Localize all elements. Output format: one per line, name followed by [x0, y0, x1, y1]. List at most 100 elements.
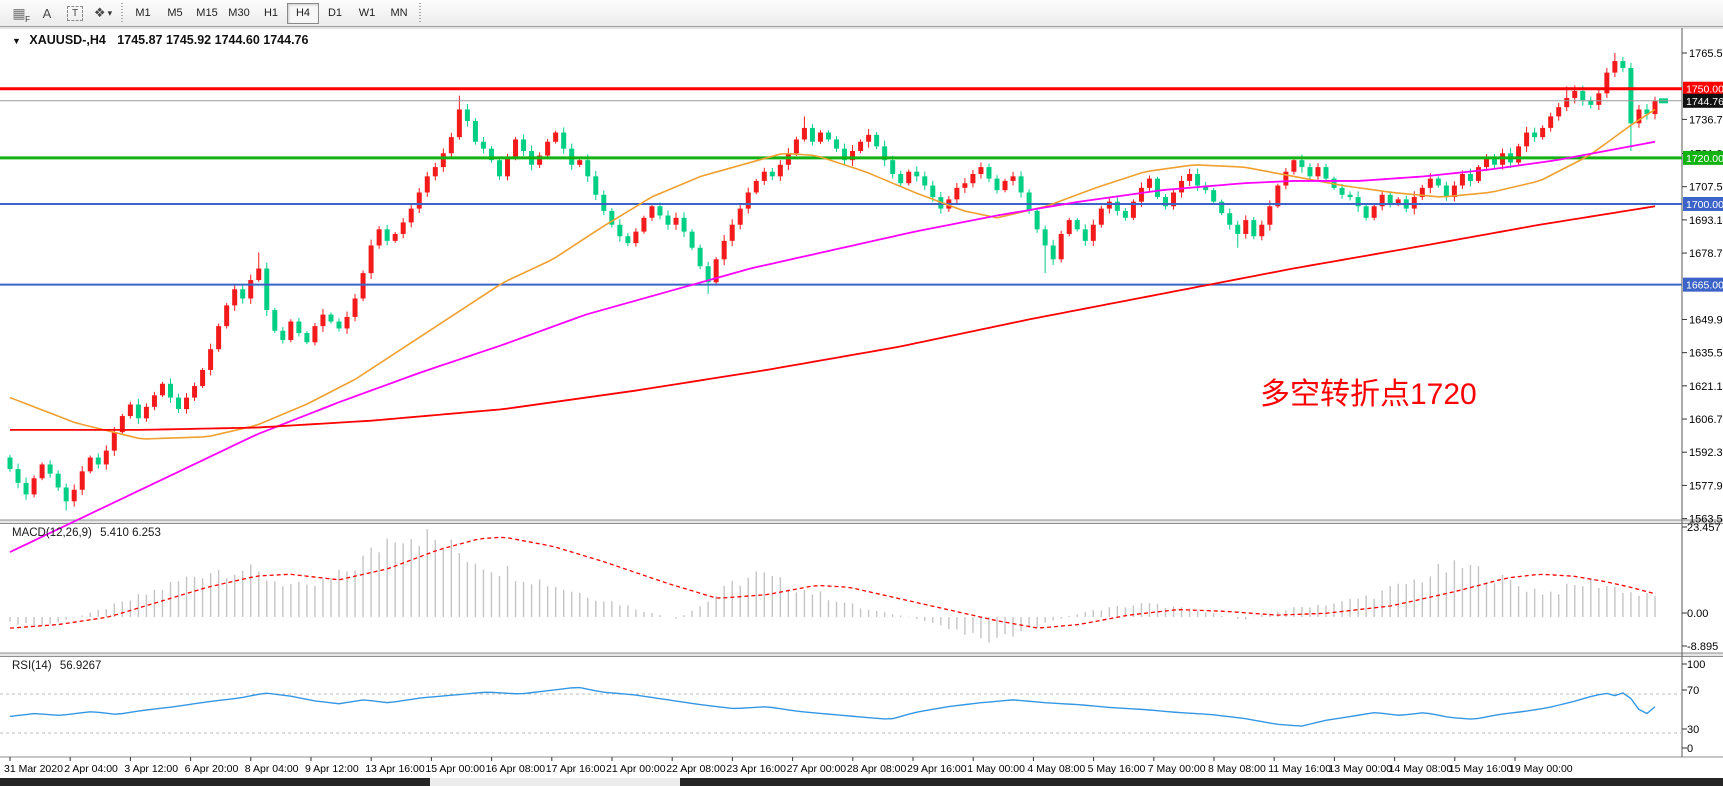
candle-body [986, 167, 992, 179]
timeframe-m15-button[interactable]: M15 [196, 6, 218, 19]
time-axis-label: 16 Apr 08:00 [486, 763, 546, 775]
price-axis-label: 1563.50 [1689, 514, 1723, 526]
timeframe-mn-button[interactable]: MN [390, 6, 408, 19]
candle-body [737, 208, 743, 225]
candle-body [360, 273, 366, 299]
price-badge [1683, 81, 1723, 96]
candle-body [1427, 178, 1433, 188]
candle-body [143, 406, 149, 419]
rsi-name: RSI(14) [12, 660, 52, 672]
candle-body [1042, 229, 1048, 246]
candle-body [1259, 224, 1265, 237]
candle-body [87, 457, 93, 472]
candle-body [1419, 187, 1425, 198]
candle-body [729, 224, 735, 241]
candle-body [1307, 167, 1313, 177]
candle-body [994, 178, 1000, 191]
timeframe-m5-button[interactable]: M5 [167, 6, 183, 19]
candle-body [1588, 100, 1594, 105]
candle-body [785, 153, 791, 165]
cursor-tools-icon[interactable]: ❖ ▾ [91, 3, 115, 23]
symbol-dropdown-caret[interactable]: ▼ [12, 36, 21, 46]
candle-body [970, 174, 976, 184]
candle-body [151, 395, 157, 407]
timeframe-h1-button[interactable]: H1 [263, 6, 279, 19]
candle-body [456, 109, 462, 138]
candle-body [866, 134, 872, 142]
candle-body [505, 157, 511, 177]
candle-body [1219, 201, 1225, 214]
templates-grid-icon[interactable]: ▦ F [7, 3, 31, 25]
candle-body [938, 197, 944, 209]
timeframe-w1-button[interactable]: W1 [358, 6, 376, 19]
candle-body [1387, 194, 1393, 204]
candle-body [328, 314, 334, 322]
candle-body [232, 289, 238, 306]
bottom-strip-segment [0, 778, 430, 786]
price-axis-label: 1577.90 [1689, 480, 1723, 492]
candle-body [1564, 97, 1570, 108]
candle-body [432, 167, 438, 177]
text-t-glyph: T [67, 5, 83, 21]
candle-body [657, 206, 663, 216]
pane-splitter [0, 520, 1723, 524]
candle-body [1540, 127, 1546, 138]
candle-body [111, 432, 117, 451]
price-axis-label: 1678.70 [1689, 248, 1723, 260]
candle-body [55, 473, 61, 488]
rsi-indicator-label: RSI(14) 56.9267 [12, 660, 101, 672]
candle-body [1122, 210, 1128, 218]
candle-body [1508, 153, 1514, 163]
candle-body [320, 314, 326, 327]
candle-body [1620, 61, 1626, 68]
candle-body [1163, 197, 1169, 207]
timeframe-h4-button[interactable]: H4 [287, 2, 319, 24]
candle-body [400, 222, 406, 234]
candle-body [240, 289, 246, 299]
bottom-strip-segment [430, 778, 680, 786]
candle-body [200, 369, 206, 387]
macd-axis-label: -8.895 [1687, 641, 1718, 653]
price-axis-label: 1707.50 [1689, 182, 1723, 194]
candle-body [1435, 178, 1441, 186]
timeframe-m1-button[interactable]: M1 [135, 6, 151, 19]
cursor-glyph: ❖ [93, 5, 106, 20]
candle-body [537, 155, 543, 165]
candle-body [585, 160, 591, 177]
candle-body [1355, 197, 1361, 207]
candle-body [898, 174, 904, 184]
time-axis-label: 22 Apr 08:00 [666, 763, 726, 775]
candle-body [416, 192, 422, 209]
candle-body [1138, 187, 1144, 202]
candle-body [119, 416, 125, 433]
candle-body [408, 208, 414, 223]
candle-body [769, 171, 775, 177]
candle-body [874, 134, 880, 147]
price-badge-label: 1750.00 [1686, 84, 1723, 96]
candle-body [1339, 187, 1345, 195]
text-box-tool-icon[interactable]: T [63, 3, 87, 23]
candle-body [882, 146, 888, 161]
price-axis-label: 1736.70 [1689, 114, 1723, 126]
time-axis-label: 19 May 00:00 [1509, 763, 1573, 775]
candle-body [15, 469, 21, 483]
candle-body [224, 305, 230, 327]
candle-body [625, 236, 631, 244]
mid-ma-magenta [9, 140, 1656, 553]
candle-body [1267, 206, 1273, 225]
candle-body [1251, 220, 1257, 237]
time-axis-label: 5 May 16:00 [1088, 763, 1146, 775]
time-axis-label: 6 Apr 20:00 [185, 763, 239, 775]
time-axis-label: 2 Apr 04:00 [64, 763, 118, 775]
candle-body [834, 139, 840, 149]
candle-body [1130, 201, 1136, 218]
timeframe-d1-button[interactable]: D1 [327, 6, 343, 19]
candle-body [1524, 132, 1530, 147]
candle-body [464, 109, 470, 121]
time-axis-label: 1 May 00:00 [967, 763, 1025, 775]
candle-body [641, 217, 647, 232]
candle-body [1652, 100, 1658, 115]
text-label-tool-icon[interactable]: A [35, 3, 59, 23]
price-axis-label: 1592.30 [1689, 447, 1723, 459]
timeframe-m30-button[interactable]: M30 [228, 6, 250, 19]
